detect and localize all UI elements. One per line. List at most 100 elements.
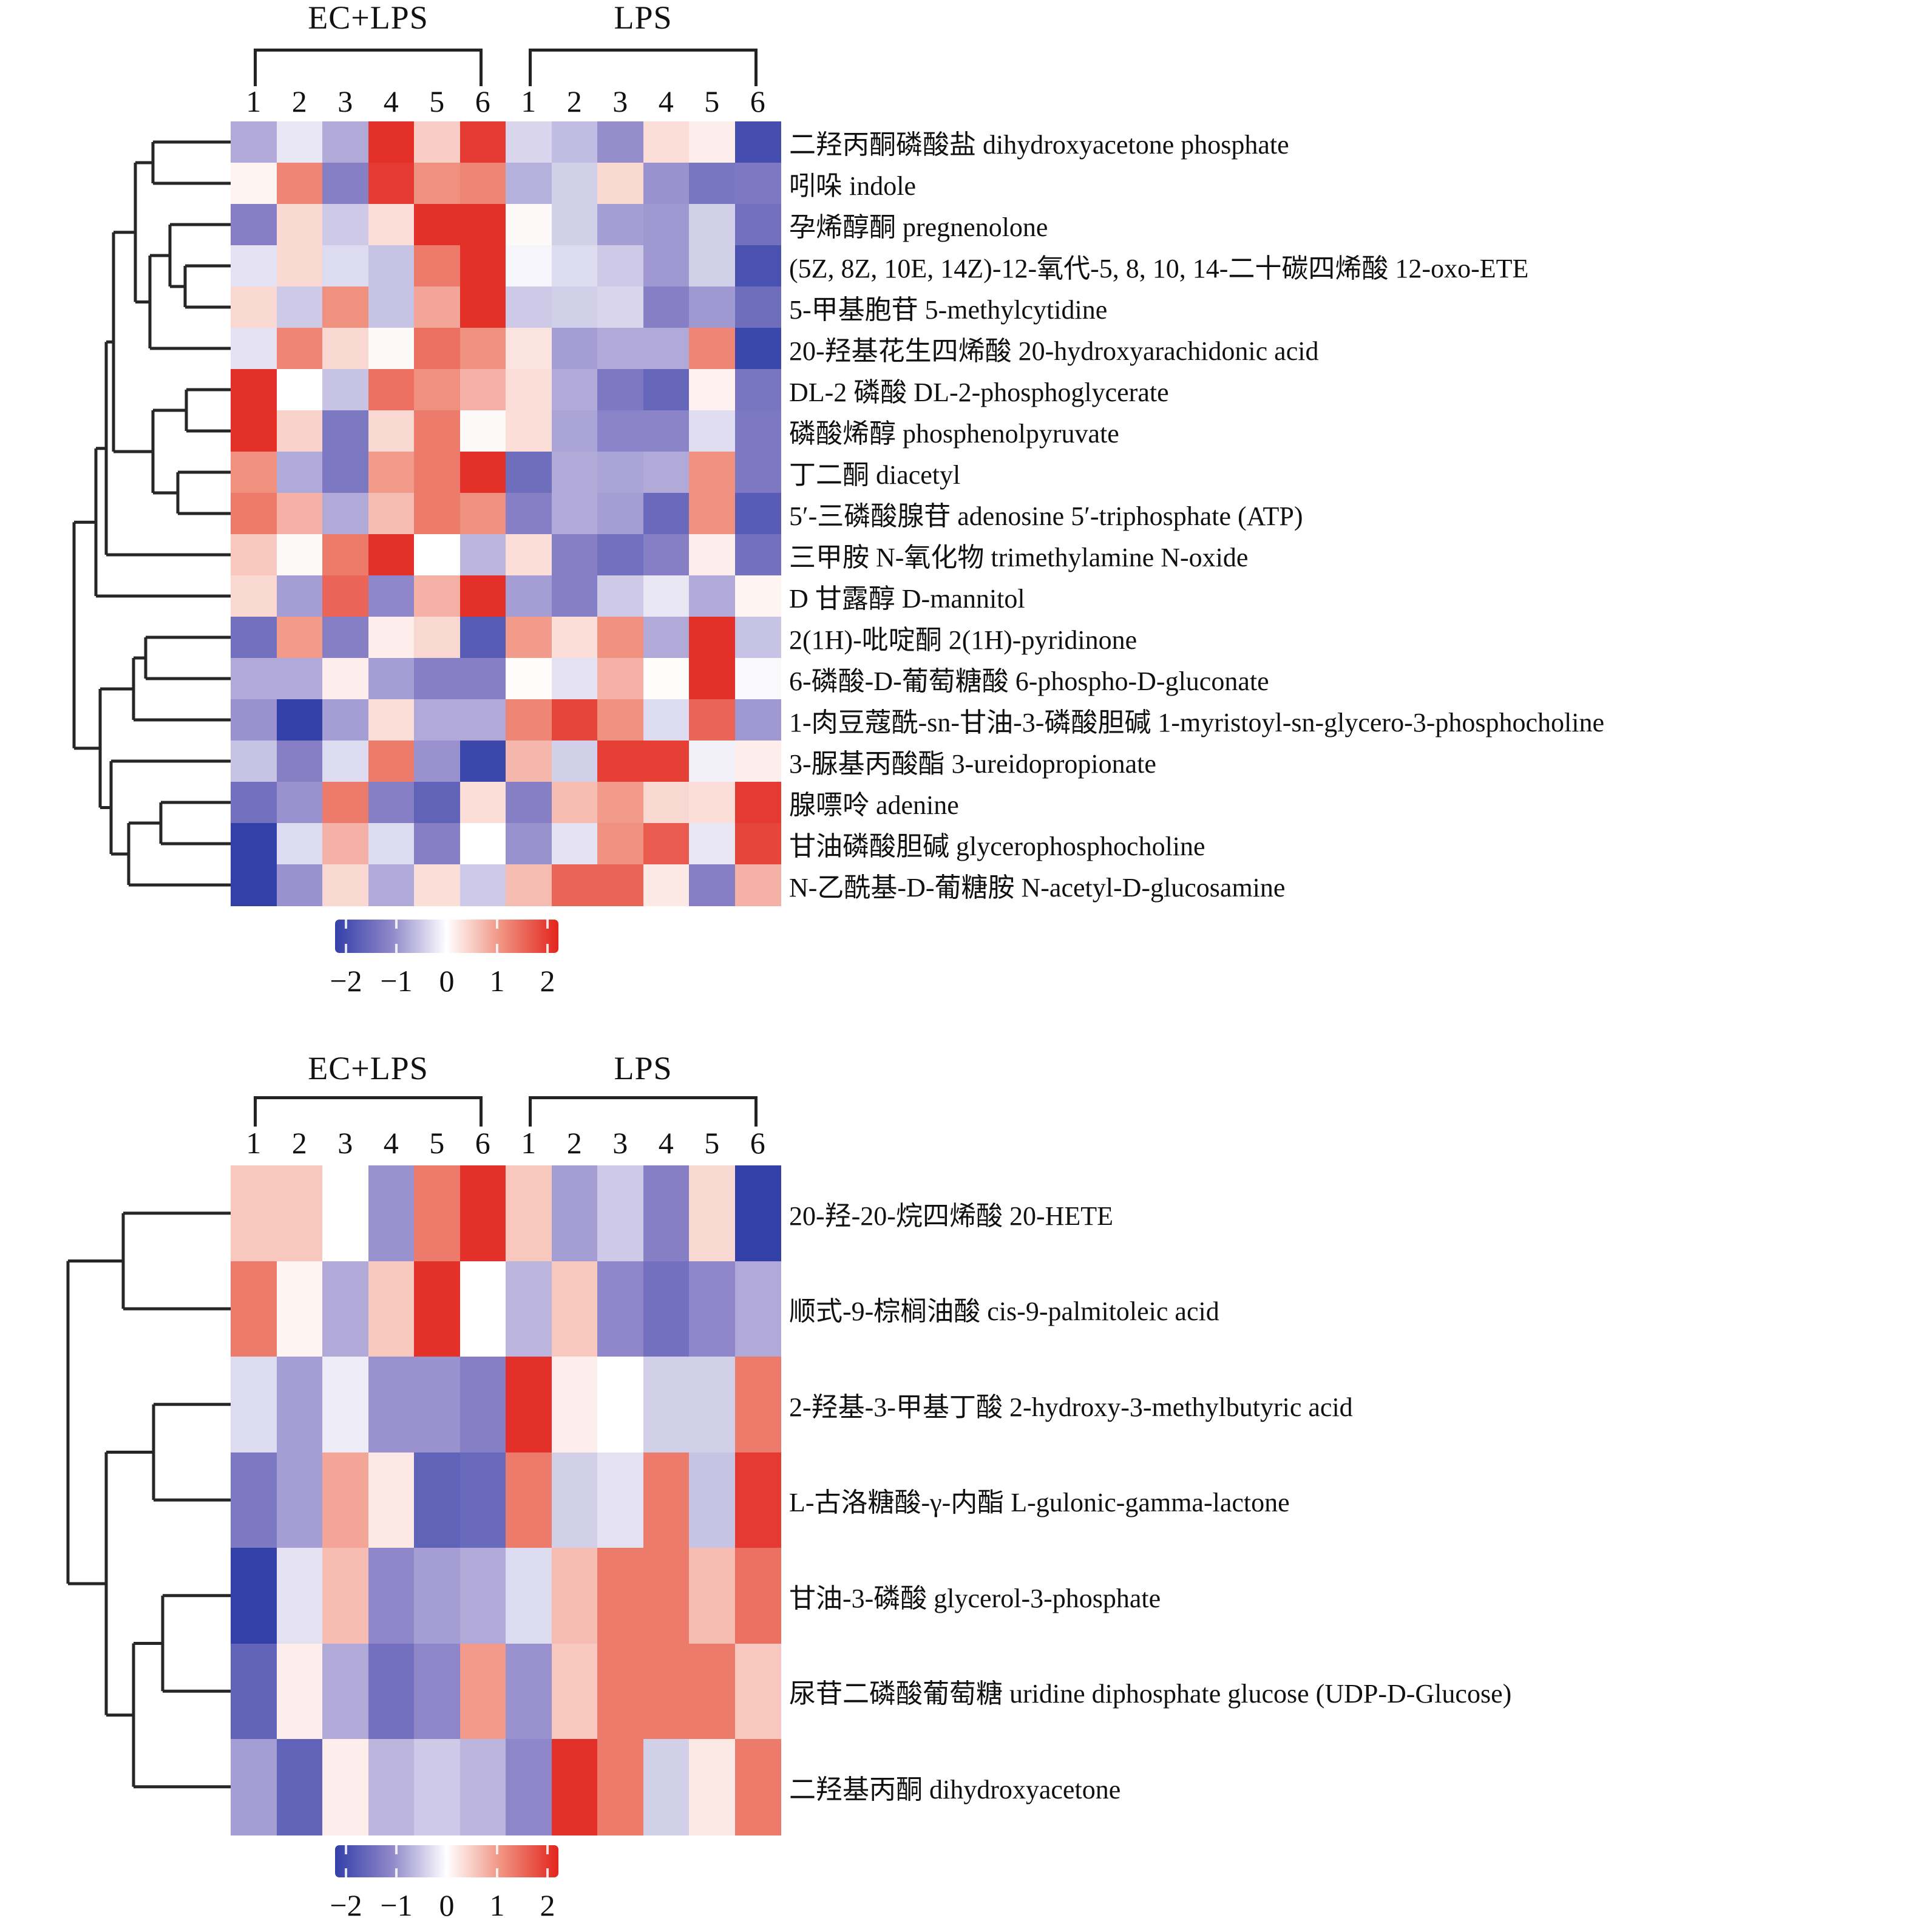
heatmap-cell (459, 286, 506, 328)
heatmap-cell (734, 1261, 781, 1357)
heatmap-cell (276, 1261, 323, 1357)
colorbar-tick-label: −1 (380, 964, 413, 998)
heatmap-cell (459, 1548, 506, 1644)
heatmap-cell (231, 864, 277, 906)
heatmap-cell (276, 782, 323, 824)
heatmap-cell (506, 163, 552, 205)
heatmap-cell (414, 534, 461, 576)
heatmap-cell (368, 245, 415, 287)
column-header-ec-lps-4: 4 (383, 84, 399, 118)
heatmap-cell (643, 699, 690, 741)
heatmap-cell (276, 617, 323, 659)
heatmap-cell (459, 1643, 506, 1740)
heatmap-cell (276, 534, 323, 576)
heatmap-cell (734, 658, 781, 700)
heatmap-cell (459, 823, 506, 865)
heatmap-cell (597, 575, 644, 617)
heatmap-cell (459, 782, 506, 824)
heatmap-cell (459, 575, 506, 617)
heatmap-cell (231, 1452, 277, 1548)
column-header-lps-4: 4 (658, 1126, 674, 1160)
heatmap-cell (368, 369, 415, 411)
heatmap-cell (506, 864, 552, 906)
heatmap-cell (276, 1357, 323, 1453)
heatmap-cell (459, 534, 506, 576)
heatmap-cell (689, 163, 736, 205)
heatmap-cell (551, 410, 598, 452)
colorbar-tick-mark (345, 1868, 347, 1877)
heatmap-cell (231, 286, 277, 328)
heatmap-cell (643, 617, 690, 659)
heatmap-cell (597, 1261, 644, 1357)
heatmap-cell (551, 658, 598, 700)
column-header-ec-lps-2: 2 (291, 84, 307, 118)
colorbar-tick-mark (345, 1845, 347, 1854)
heatmap-cell (231, 1643, 277, 1740)
heatmap-cell (597, 782, 644, 824)
heatmap-cell (322, 658, 369, 700)
heatmap-cell (231, 245, 277, 287)
heatmap-cell (506, 1739, 552, 1835)
heatmap-cell (734, 534, 781, 576)
heatmap-cell (551, 121, 598, 163)
heatmap-cell (459, 1739, 506, 1835)
heatmap-cell (231, 328, 277, 370)
row-label: 吲哚 indole (789, 171, 916, 201)
heatmap-cell (734, 286, 781, 328)
heatmap-cell (643, 534, 690, 576)
heatmap-cell (276, 741, 323, 782)
group-bracket-lps (528, 1096, 758, 1127)
heatmap-cell (597, 864, 644, 906)
heatmap-cell (597, 1548, 644, 1644)
row-label: 20-羟-20-烷四烯酸 20-HETE (789, 1201, 1114, 1231)
heatmap-cell (689, 1261, 736, 1357)
row-label: DL-2 磷酸 DL-2-phosphoglycerate (789, 378, 1169, 407)
heatmap-cell (643, 864, 690, 906)
heatmap-cell (414, 369, 461, 411)
heatmap-cell (276, 1165, 323, 1262)
heatmap-cell (368, 452, 415, 493)
heatmap-cell (689, 1643, 736, 1740)
heatmap-cell (322, 410, 369, 452)
heatmap-cell (459, 1452, 506, 1548)
column-header-ec-lps-4: 4 (383, 1126, 399, 1160)
column-header-lps-1: 1 (521, 1126, 537, 1160)
heatmap-cell (734, 163, 781, 205)
heatmap-cell (551, 245, 598, 287)
colorbar-tick-mark (546, 920, 549, 929)
group-label-lps: LPS (614, 0, 673, 36)
heatmap-cell (231, 617, 277, 659)
heatmap-cell (597, 1165, 644, 1262)
heatmap-cell (734, 782, 781, 824)
heatmap-cell (689, 410, 736, 452)
heatmap-cell (368, 1165, 415, 1262)
heatmap-cell (689, 1165, 736, 1262)
colorbar-tick-mark (345, 944, 347, 953)
column-header-ec-lps-5: 5 (429, 84, 445, 118)
row-label: 5-甲基胞苷 5-methylcytidine (789, 295, 1108, 325)
heatmap-cell (643, 1165, 690, 1262)
column-header-lps-5: 5 (704, 1126, 720, 1160)
heatmap-cell (506, 534, 552, 576)
row-label: 三甲胺 N-氧化物 trimethylamine N-oxide (789, 543, 1249, 572)
heatmap-cell (506, 410, 552, 452)
row-label: 20-羟基花生四烯酸 20-hydroxyarachidonic acid (789, 336, 1319, 366)
heatmap-cell (643, 163, 690, 205)
column-header-lps-6: 6 (750, 84, 765, 118)
column-header-ec-lps-2: 2 (291, 1126, 307, 1160)
colorbar-tick-mark (395, 1868, 398, 1877)
heatmap-cell (459, 163, 506, 205)
heatmap-cell (734, 1357, 781, 1453)
heatmap-cell (322, 369, 369, 411)
colorbar-tick-mark (546, 1845, 549, 1854)
heatmap-cell (734, 452, 781, 493)
heatmap-cell (276, 823, 323, 865)
heatmap-cell (551, 823, 598, 865)
heatmap-cell (551, 328, 598, 370)
column-header-ec-lps-1: 1 (246, 84, 262, 118)
heatmap-cell (506, 658, 552, 700)
heatmap-cell (276, 1452, 323, 1548)
heatmap-cell (597, 741, 644, 782)
heatmap-cell (276, 286, 323, 328)
